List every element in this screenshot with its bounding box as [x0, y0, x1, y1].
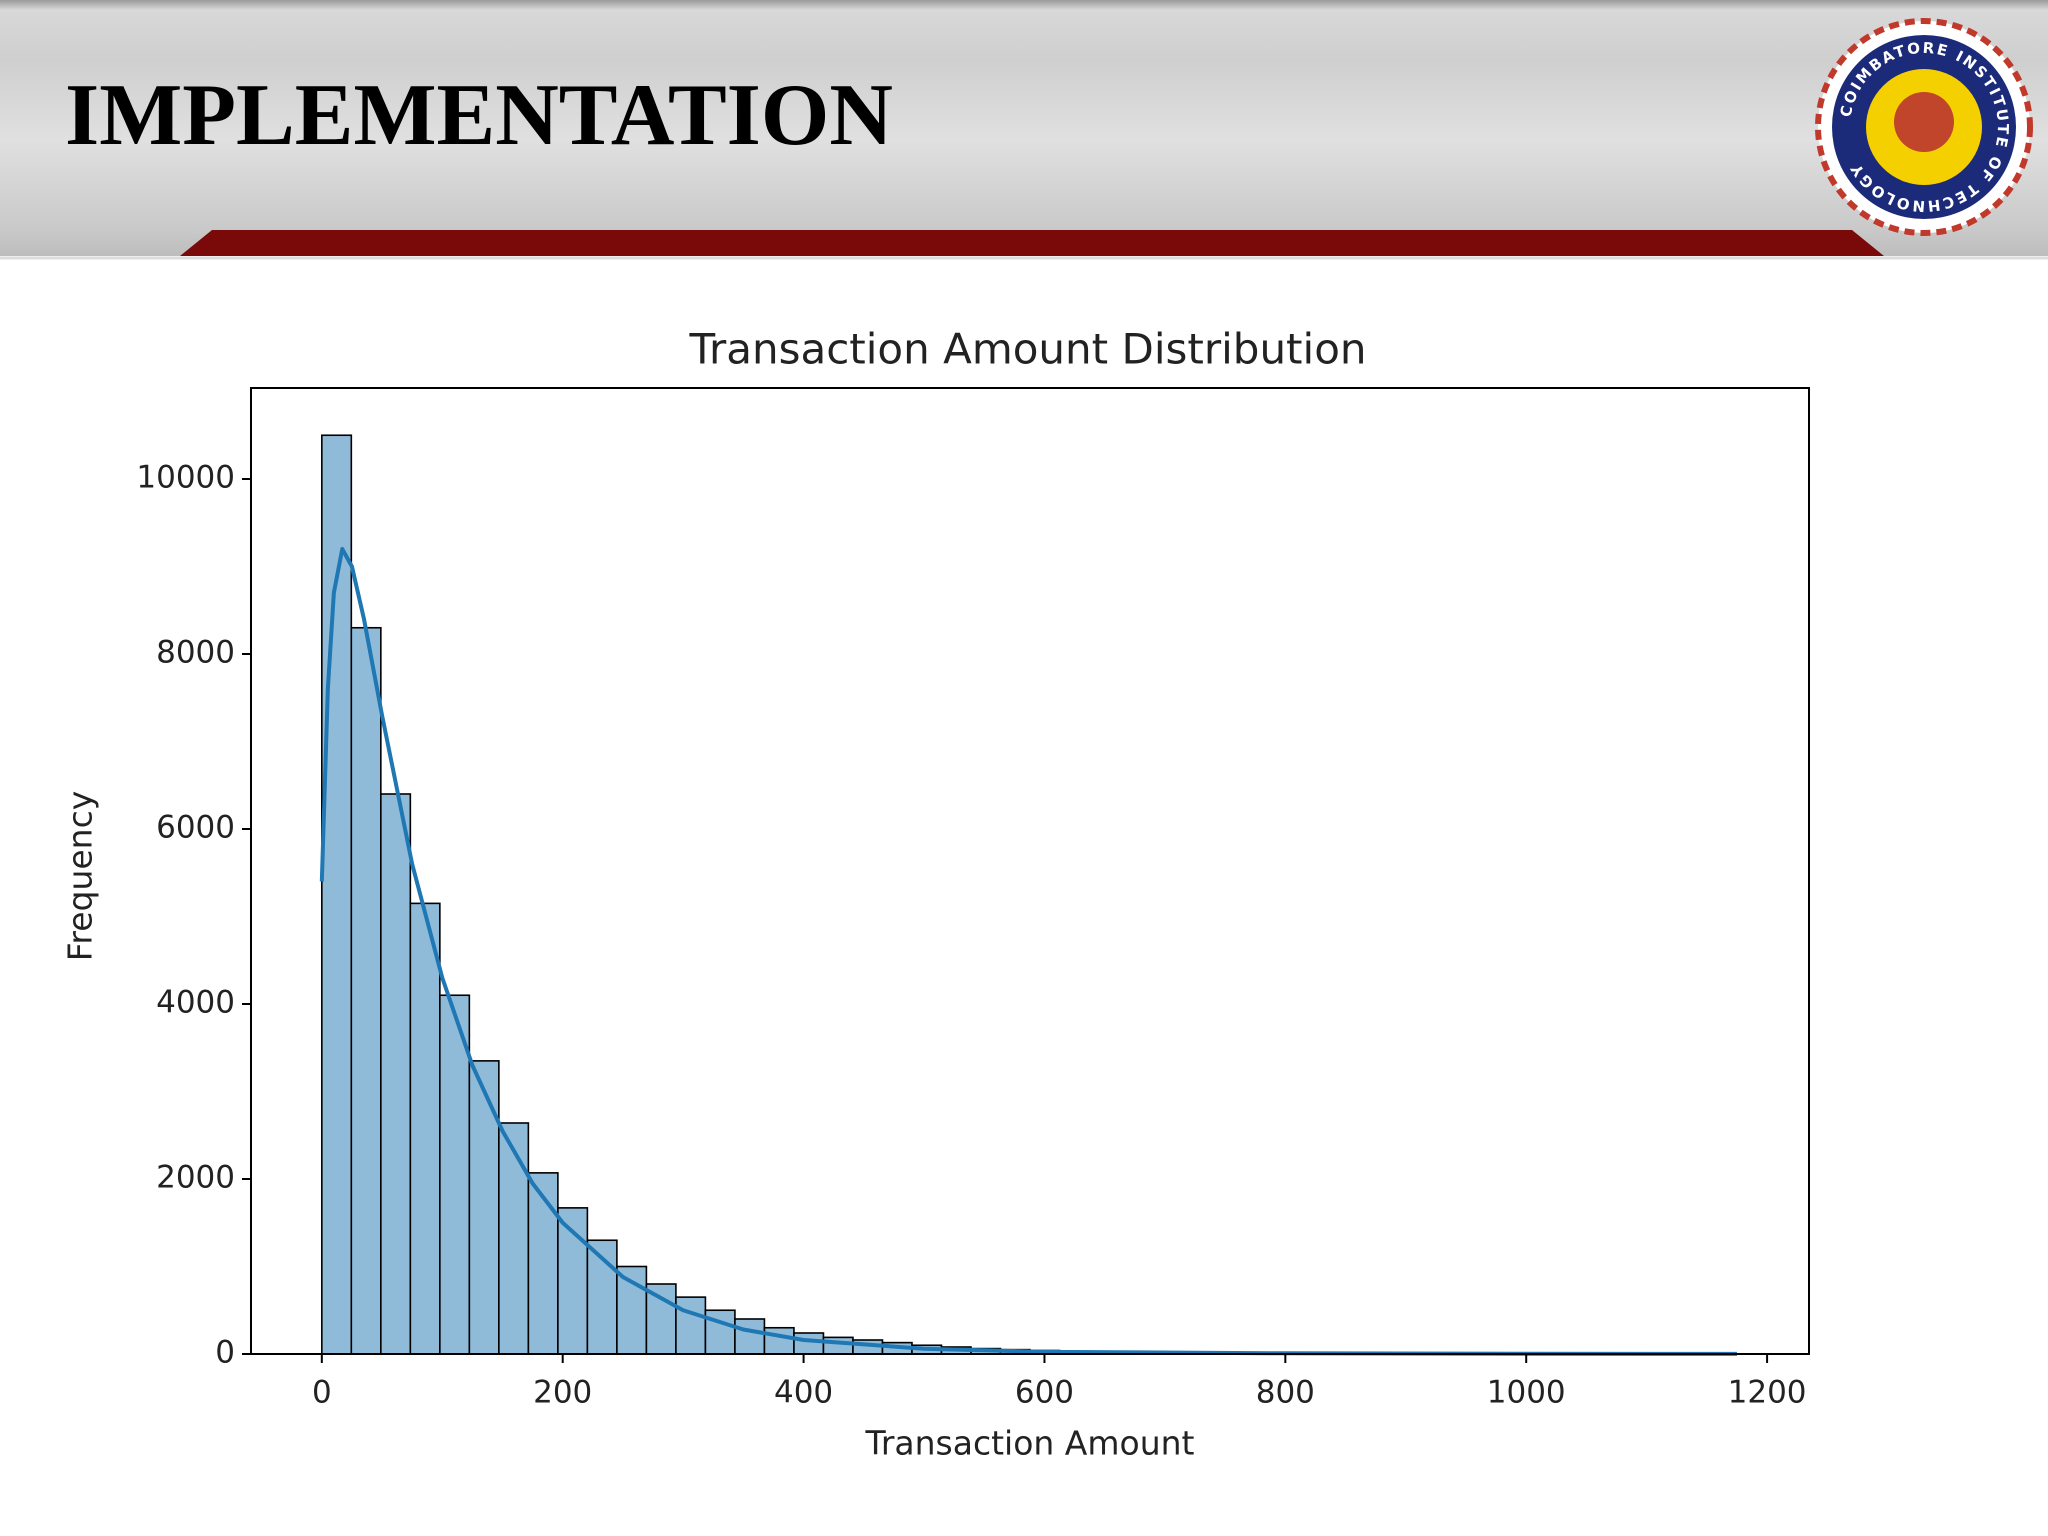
chart-title: Transaction Amount Distribution — [688, 325, 1366, 374]
y-tick-label: 4000 — [156, 985, 235, 1021]
bar — [675, 1296, 707, 1355]
logo: COIMBATORE INSTITUTE OF TECHNOLOGY — [1815, 18, 2033, 236]
x-tick-label: 600 — [1015, 1375, 1074, 1411]
slide-title: IMPLEMENTATION — [65, 67, 893, 164]
bar — [498, 1122, 530, 1355]
x-axis-label: Transaction Amount — [865, 1424, 1195, 1463]
bar — [527, 1172, 559, 1355]
kde-line — [319, 547, 1737, 1356]
x-tick-label: 800 — [1256, 1375, 1315, 1411]
bar — [380, 793, 412, 1355]
bar — [793, 1332, 825, 1355]
chart: Transaction Amount Distribution Transact… — [61, 325, 1810, 1463]
bar — [763, 1326, 795, 1355]
bar — [468, 1060, 500, 1355]
bar — [350, 626, 382, 1355]
header-stripe — [180, 230, 1884, 256]
y-tick-label: 0 — [215, 1335, 235, 1371]
x-tick-label: 0 — [312, 1375, 332, 1411]
y-tick-label: 2000 — [156, 1160, 235, 1196]
header-band — [0, 0, 2048, 256]
bar — [734, 1318, 766, 1355]
y-tick-label: 6000 — [156, 810, 235, 846]
logo-globe — [1894, 92, 1954, 152]
y-axis-label: Frequency — [61, 791, 100, 961]
y-tick-label: 8000 — [156, 635, 235, 671]
bar — [409, 902, 441, 1355]
x-tick-label: 1200 — [1728, 1375, 1807, 1411]
bar — [645, 1283, 677, 1355]
y-tick-label: 10000 — [136, 460, 235, 496]
plot-frame — [250, 387, 1810, 1355]
x-tick-label: 400 — [774, 1375, 833, 1411]
x-tick-label: 1000 — [1487, 1375, 1566, 1411]
x-tick-label: 200 — [533, 1375, 592, 1411]
